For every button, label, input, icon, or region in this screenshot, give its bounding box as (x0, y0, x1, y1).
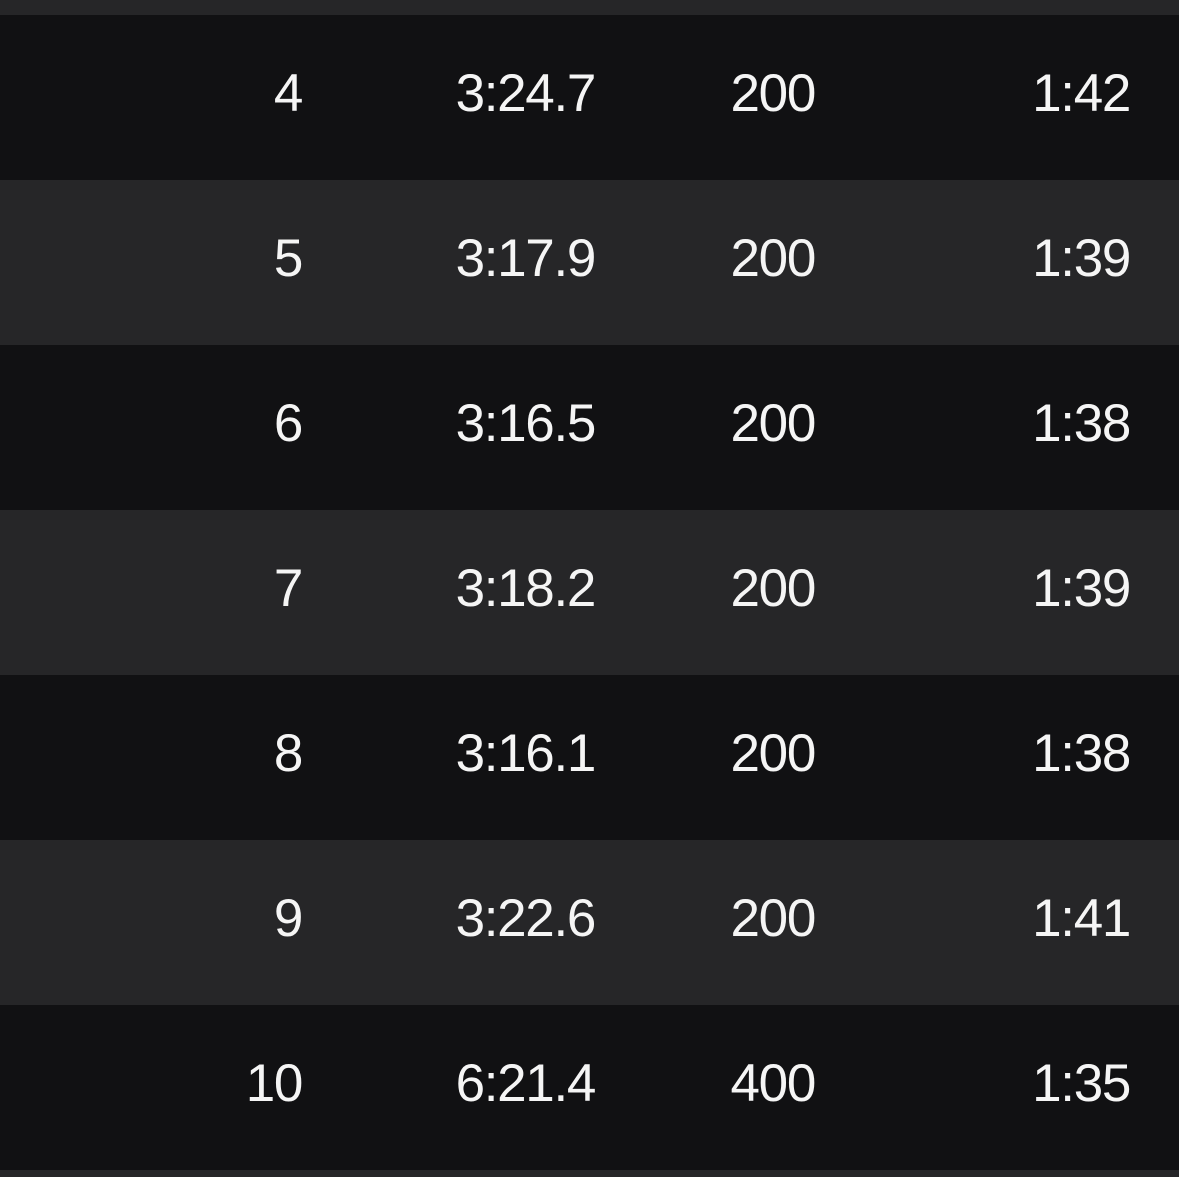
lap-row: 10 6:21.4 400 1:35 (0, 1005, 1179, 1170)
lap-distance: 200 (730, 559, 817, 618)
lap-pace: 1:38 (1032, 394, 1131, 453)
lap-interval: 10 (245, 1054, 304, 1113)
lap-pace: 1:35 (1032, 1054, 1131, 1113)
lap-interval: 5 (273, 229, 303, 288)
lap-interval: 7 (273, 559, 303, 618)
lap-time: 6:21.4 (455, 1054, 597, 1113)
lap-time: 3:24.7 (455, 64, 597, 123)
lap-distance: 200 (730, 724, 817, 783)
lap-time: 3:17.9 (455, 229, 597, 288)
lap-time: 3:16.1 (455, 724, 597, 783)
lap-distance: 200 (730, 394, 817, 453)
lap-interval: 8 (273, 724, 303, 783)
lap-row: 5 3:17.9 200 1:39 (0, 180, 1179, 345)
lap-time: 3:18.2 (455, 559, 597, 618)
lap-interval: 9 (273, 889, 303, 948)
partial-row-top (0, 0, 1179, 15)
lap-distance: 200 (730, 229, 817, 288)
lap-pace: 1:41 (1032, 889, 1131, 948)
lap-pace: 1:39 (1032, 559, 1131, 618)
lap-pace: 1:38 (1032, 724, 1131, 783)
lap-row: 6 3:16.5 200 1:38 (0, 345, 1179, 510)
lap-row: 8 3:16.1 200 1:38 (0, 675, 1179, 840)
lap-pace: 1:39 (1032, 229, 1131, 288)
lap-row: 4 3:24.7 200 1:42 (0, 15, 1179, 180)
lap-distance: 200 (730, 889, 817, 948)
lap-distance: 200 (730, 64, 817, 123)
lap-interval: 4 (273, 64, 303, 123)
lap-interval: 6 (273, 394, 303, 453)
lap-time: 3:16.5 (455, 394, 597, 453)
lap-row: 7 3:18.2 200 1:39 (0, 510, 1179, 675)
lap-row: 9 3:22.6 200 1:41 (0, 840, 1179, 1005)
lap-distance: 400 (730, 1054, 817, 1113)
lap-time: 3:22.6 (455, 889, 597, 948)
partial-row-bottom (0, 1170, 1179, 1177)
lap-pace: 1:42 (1032, 64, 1131, 123)
